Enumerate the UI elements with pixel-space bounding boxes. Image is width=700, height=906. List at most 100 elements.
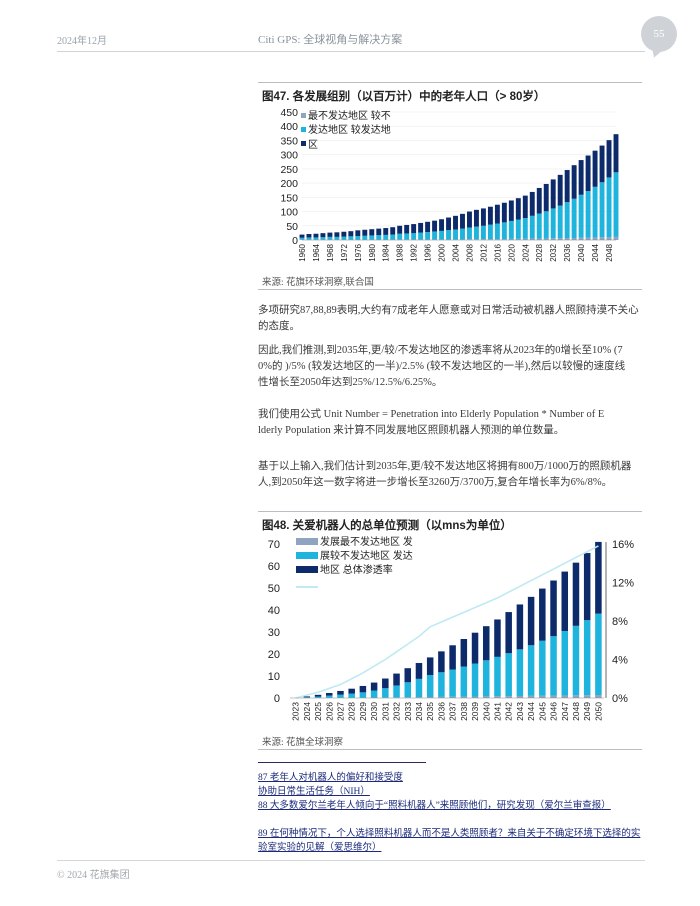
figure47-bar-segment xyxy=(564,238,570,240)
figure47-bar-segment xyxy=(522,218,528,239)
figure48-bar-segment xyxy=(370,690,378,698)
figure47-bar-segment xyxy=(334,236,340,240)
figure48-bar-segment xyxy=(550,695,557,698)
figure48-x-tick-label: 2035 xyxy=(425,702,435,721)
figure47-x-tick-label: 2000 xyxy=(438,243,447,261)
figure47-top-rule xyxy=(258,82,642,83)
figure48-bar-segment xyxy=(449,669,456,697)
figure48-bar-segment xyxy=(471,632,479,664)
figure47-title: 图47. 各发展组别（以百万计）中的老年人口（> 80岁） xyxy=(262,91,546,103)
figure48-bar-segment xyxy=(516,695,524,698)
footnote-87-line-1[interactable]: 87 老年人对机器人的偏好和接受度 xyxy=(258,773,403,783)
figure47-y-tick-label: 100 xyxy=(280,207,298,219)
figure48-bar-segment xyxy=(404,668,412,683)
figure47-bar-segment xyxy=(390,234,396,240)
figure47-bar-segment xyxy=(320,237,326,240)
figure47-bar-segment xyxy=(571,198,577,239)
figure47-bar-segment xyxy=(557,174,563,206)
figure47-bar-segment xyxy=(501,202,507,223)
figure47-bar-segment xyxy=(536,238,542,240)
paragraph-2: 因此,我们推测,到2035年,更/较/不发达地区的渗透率将从2023年的0增长至… xyxy=(258,343,642,391)
footnote-89-line-2[interactable]: 验室实验的见解（爱思维尔） xyxy=(258,843,382,853)
figure48-bar-segment xyxy=(370,682,378,691)
figure47-bar-segment xyxy=(613,134,619,173)
figure47-bar-segment xyxy=(397,225,403,234)
figure48-bar-segment xyxy=(595,541,602,614)
figure48-bar-segment xyxy=(505,653,512,697)
footnote-89-line-1[interactable]: 89 在何种情况下，个人选择照料机器人而不是人类照顾者？来自关于不确定环境下选择… xyxy=(258,829,641,839)
figure47-x-tick-label: 1960 xyxy=(298,243,307,261)
figure47-bar-segment xyxy=(439,219,445,231)
figure48-x-tick-label: 2042 xyxy=(504,702,514,721)
figure47-bar-segment xyxy=(571,238,577,240)
figure47-bar-segment xyxy=(585,191,591,238)
figure48-penetration-polyline xyxy=(295,545,599,699)
paragraph-4-line-2: 人,到2050年这一数字将进一步增长至3260万/3700万,复合年增长率为6%… xyxy=(258,477,613,488)
figure48-bar-segment xyxy=(583,620,591,696)
figure48-bar-segment xyxy=(595,613,602,696)
figure47-bar-segment xyxy=(473,239,479,240)
figure47-bar-segment xyxy=(585,237,591,240)
figure48-x-tick-label: 2023 xyxy=(291,702,301,721)
figure47-y-tick-label: 0 xyxy=(292,235,298,247)
figure47-bar-segment xyxy=(522,195,528,219)
figure47-bar-segment xyxy=(313,237,319,240)
footnote-divider xyxy=(258,762,426,763)
figure47-bar-segment xyxy=(529,238,535,240)
figure47-bar-segment xyxy=(599,145,605,183)
footnote-87-line-2[interactable]: 协助日常生活任务（NIH） xyxy=(258,787,370,797)
figure47-x-tick-label: 2044 xyxy=(591,243,600,261)
figure47-bar-segment xyxy=(515,238,521,240)
figure48-bar-segment xyxy=(550,580,557,637)
figure47-bar-segment xyxy=(467,227,472,240)
figure47-x-tick-label: 2008 xyxy=(465,243,474,261)
figure47-bar-segment xyxy=(508,220,514,239)
figure47-bar-segment xyxy=(341,236,347,240)
figure48-x-tick-label: 2049 xyxy=(582,702,592,721)
figure47-bar-segment xyxy=(543,211,549,239)
figure48-bar-segment xyxy=(505,612,512,654)
figure47-legend-line-1: 最不发达地区 较不 xyxy=(308,109,391,122)
figure48-bar-segment xyxy=(572,695,580,698)
figure48-x-tick-label: 2038 xyxy=(459,702,469,721)
figure48-bar-segment xyxy=(337,690,344,695)
figure47-bar-segment xyxy=(418,232,424,240)
header-date: 2024年12月 xyxy=(57,36,107,47)
figure48-bar-segment xyxy=(460,666,468,697)
figure47-bar-segment xyxy=(564,202,570,239)
figure48-x-tick-label: 2030 xyxy=(369,702,379,721)
figure47-bar-segment xyxy=(397,233,403,240)
footer-divider xyxy=(57,860,645,861)
figure48-x-tick-label: 2046 xyxy=(549,702,559,721)
figure47-bar-segment xyxy=(320,233,326,238)
figure48-bar-segment xyxy=(539,640,546,696)
figure47-bar-segment xyxy=(480,208,486,226)
figure48-bar-segment xyxy=(482,696,490,698)
figure47-bar-segment xyxy=(550,208,556,239)
figure47-bar-segment xyxy=(383,228,389,235)
figure48-bar-segment xyxy=(325,693,333,696)
footnote-88[interactable]: 88 大多数爱尔兰老年人倾向于“照料机器人”来照顾他们，研究发现（爱尔兰审查报） xyxy=(258,801,611,811)
figure48-y-tick-label: 30 xyxy=(268,627,280,639)
paragraph-1-line-2: 的态度。 xyxy=(258,321,300,332)
paragraph-2-line-1: 因此,我们推测,到2035年,更/较/不发达地区的渗透率将从2023年的0增长至… xyxy=(258,345,623,356)
figure47-x-tick-label: 2020 xyxy=(507,243,516,261)
figure47-bar-segment xyxy=(501,222,507,240)
figure48-y-tick-label: 20 xyxy=(268,649,280,661)
figure48-bar-segment xyxy=(393,685,400,698)
figure48-y2-tick-label: 0% xyxy=(612,693,628,705)
figure47-bar-segment xyxy=(411,233,417,240)
figure47-bar-segment xyxy=(578,160,584,195)
figure47-bar-segment xyxy=(536,213,542,239)
figure48-bar-segment xyxy=(527,596,535,646)
figure47-bar-segment xyxy=(536,187,542,214)
figure48-y-tick-label: 40 xyxy=(268,605,280,617)
figure47-bar-segment xyxy=(404,233,410,240)
figure48-bar-segment xyxy=(527,645,535,696)
paragraph-3-line-2: lderly Population 来计算不同发展地区照顾机器人预测的单位数量。 xyxy=(258,425,565,436)
figure47-bar-segment xyxy=(606,140,612,178)
figure48-x-tick-label: 2029 xyxy=(358,702,368,721)
figure48-bar-segment xyxy=(337,694,344,698)
figure47-x-tick-label: 2032 xyxy=(549,243,558,261)
